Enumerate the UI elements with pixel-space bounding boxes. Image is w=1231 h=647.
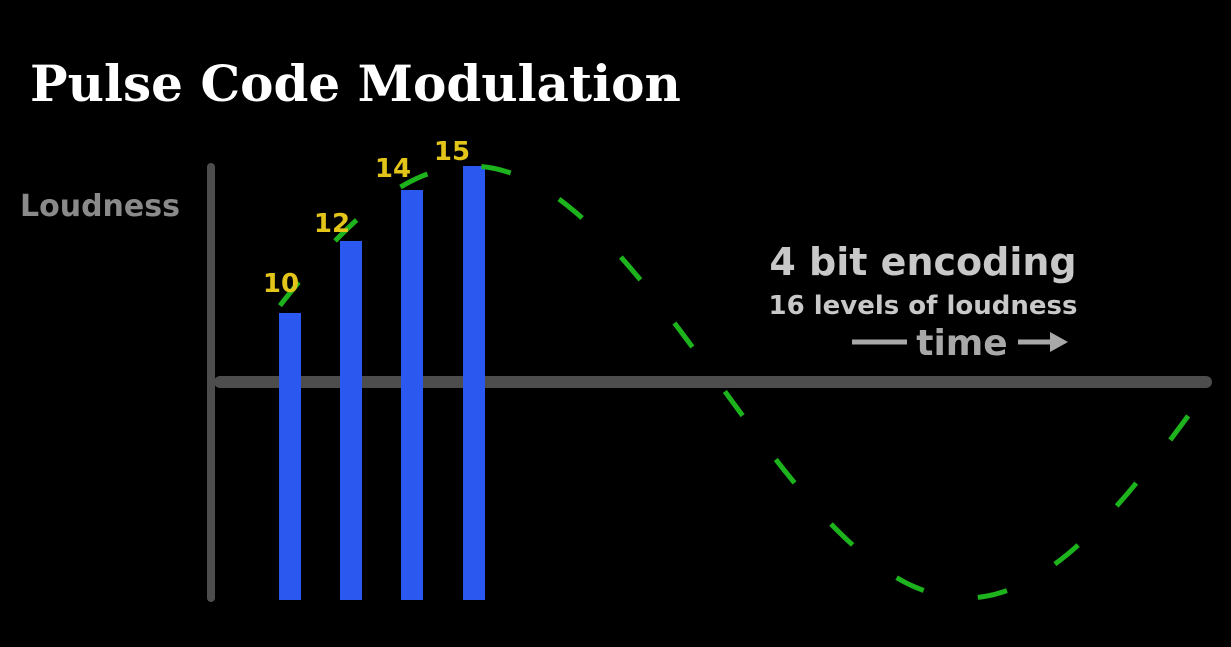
sample-bar (340, 241, 362, 600)
sound-wave (278, 163, 1203, 601)
time-label: time (916, 323, 1007, 364)
time-arrowhead (1050, 332, 1068, 352)
axis-label: Loudness (20, 189, 180, 224)
level-label: 10 (263, 269, 299, 299)
sample-bar (401, 190, 423, 600)
encoding-note: 4 bit encoding (769, 240, 1076, 284)
level-label: 15 (434, 137, 470, 167)
level-label: 14 (375, 154, 411, 184)
title: Pulse Code Modulation (30, 54, 681, 113)
sample-bar (463, 166, 485, 600)
levels-note: 16 levels of loudness (768, 291, 1077, 321)
sample-bar (279, 313, 301, 600)
level-label: 12 (314, 209, 350, 239)
